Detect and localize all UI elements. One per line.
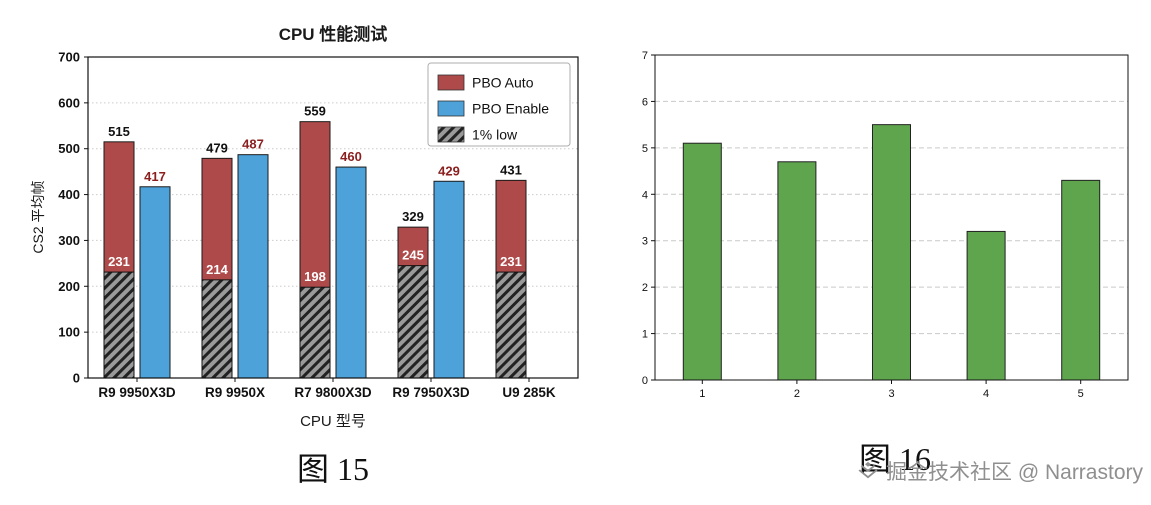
legend-swatch [437,100,465,117]
x-tick-label: R7 9800X3D [294,385,372,400]
y-tick-label: 600 [58,95,80,110]
value-label: 479 [206,140,228,155]
y-tick-label: 100 [58,325,80,340]
legend-label: 1% low [472,127,518,143]
x-tick-label: U9 285K [502,385,556,400]
y-tick-label: 1 [642,329,648,341]
value-label: 231 [108,254,130,269]
value-label: 431 [500,162,522,177]
legend-swatch [437,74,465,91]
value-label: 429 [438,163,460,178]
bar-pbo-enable [237,154,269,379]
x-tick-label: R9 9950X3D [98,385,176,400]
value-label: 214 [206,262,228,277]
y-tick-label: 7 [642,50,648,62]
bar-one-percent-low [495,271,527,379]
bar-one-percent-low [103,271,135,379]
chart15-title: CPU 性能测试 [278,25,388,44]
chart15-xlabel: CPU 型号 [300,413,366,430]
y-tick-label: 200 [58,279,80,294]
value-label: 231 [500,254,522,269]
y-tick-label: 3 [642,236,648,248]
bar-one-percent-low [201,279,233,379]
value-label: 329 [402,209,424,224]
chart16-plot: 1 2 3 4 5 0 1 2 3 4 5 6 7 [642,50,1129,400]
x-tick-label: R9 7950X3D [392,385,470,400]
bar-one-percent-low [397,265,429,379]
y-tick-label: 400 [58,187,80,202]
y-tick-label: 4 [642,189,648,201]
x-tick-label: 4 [983,388,989,400]
bar [777,161,817,381]
x-tick-label: 5 [1078,388,1084,400]
value-label: 460 [340,149,362,164]
bar [872,124,911,381]
value-label: 198 [304,269,326,284]
value-label: 487 [242,137,264,152]
bar-pbo-enable [139,186,171,379]
bar-pbo-enable [433,180,465,379]
bar-pbo-enable [335,166,367,379]
bar-one-percent-low [299,286,331,379]
x-tick-label: R9 9950X [205,385,265,400]
juejin-logo-icon [857,460,879,482]
x-tick-label: 3 [888,388,894,400]
watermark: 掘金技术社区 @ Narrastory [857,456,1143,486]
y-tick-label: 6 [642,96,648,108]
legend-label: PBO Auto [472,75,534,91]
figure16-caption: 图 16 [858,441,931,477]
legend-swatch [437,126,465,143]
y-tick-label: 500 [58,141,80,156]
bar [966,230,1006,381]
figure15-caption: 图 15 [296,451,369,487]
plot-frame [87,56,579,379]
value-label: 515 [108,124,130,139]
bar [682,142,722,381]
watermark-text: 掘金技术社区 @ Narrastory [885,461,1143,484]
chart15-plot: 515 417 231 R9 9950X3D 479 487 214 R9 9950X 559 4… [58,50,579,400]
value-label: 417 [144,169,166,184]
bar [1061,179,1101,381]
x-tick-label: 2 [794,388,800,400]
plot-frame [654,54,1129,381]
value-label: 245 [402,248,424,263]
y-tick-label: 0 [73,371,80,386]
x-tick-label: 1 [699,388,705,400]
y-tick-label: 0 [642,375,648,387]
y-tick-label: 300 [58,233,80,248]
y-tick-label: 5 [642,143,648,155]
y-tick-label: 2 [642,282,648,294]
value-label: 559 [304,104,326,119]
y-tick-label: 700 [58,50,80,65]
legend-label: PBO Enable [472,101,549,117]
